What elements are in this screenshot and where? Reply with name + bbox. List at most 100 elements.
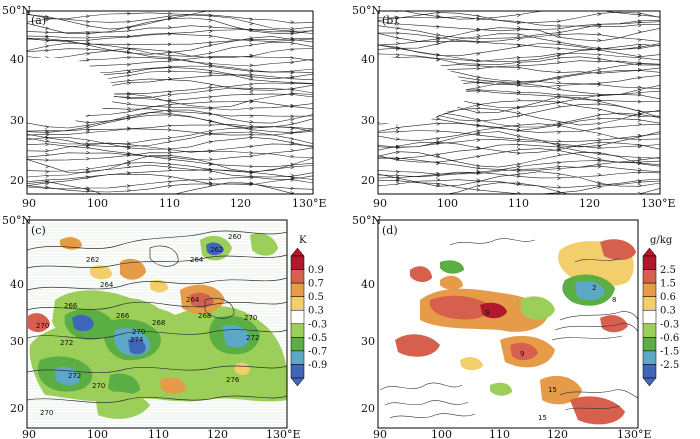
streamline-arrow xyxy=(290,31,295,36)
streamline-arrow xyxy=(208,86,213,90)
streamline-arrow xyxy=(290,186,295,191)
lon-tick: 100 xyxy=(87,197,108,210)
streamline-arrow xyxy=(436,117,441,121)
panel-d-colorbar: g/kg 2.5 1.5 0.6 0.3 -0.3 -0.6 -1.5 -2.5 xyxy=(642,235,679,387)
streamline-arrow xyxy=(597,99,602,103)
streamline-arrow xyxy=(208,157,213,161)
streamline-arrow xyxy=(167,90,172,94)
panel-d-label: (d) xyxy=(382,224,398,237)
shade-region xyxy=(510,342,538,361)
streamline-arrow xyxy=(208,168,213,172)
streamline-arrow xyxy=(249,54,254,58)
streamline-arrow xyxy=(45,142,50,147)
colorbar-extend-max xyxy=(642,247,657,257)
contour-label: 276 xyxy=(226,376,240,384)
lat-tick: 30 xyxy=(10,114,24,127)
streamline-arrow xyxy=(167,54,172,58)
lat-tick: 50°N xyxy=(2,214,31,227)
streamline-arrow xyxy=(167,147,172,151)
streamline-arrow xyxy=(557,152,561,157)
streamline-arrow xyxy=(167,165,172,169)
streamline-arrow xyxy=(208,29,213,34)
panel-a-streamlines xyxy=(27,11,313,201)
streamline-arrow xyxy=(45,139,50,143)
streamline-arrow xyxy=(126,73,131,78)
colorbar-tick-label: -0.5 xyxy=(308,333,327,344)
streamline-arrow xyxy=(436,129,441,133)
streamline-arrow xyxy=(637,167,642,172)
streamline-arrow xyxy=(126,114,131,118)
streamline-arrow xyxy=(208,73,213,77)
streamline-arrow xyxy=(597,38,602,42)
streamline-arrow xyxy=(557,167,561,171)
streamline-arrow xyxy=(167,139,172,144)
streamline-arrow xyxy=(290,117,295,122)
streamline-arrow xyxy=(476,103,481,107)
streamline-arrow xyxy=(476,52,481,56)
colorbar-segment xyxy=(642,255,657,270)
streamline-arrow xyxy=(516,79,521,84)
streamline-arrow xyxy=(436,154,441,159)
colorbar-segment xyxy=(642,309,657,325)
contour-label: 264 xyxy=(190,256,204,264)
streamline-arrow xyxy=(290,37,295,41)
streamline-arrow xyxy=(637,133,642,138)
shade-region xyxy=(600,315,628,333)
streamline-arrow xyxy=(249,73,254,77)
streamline-arrow xyxy=(557,139,561,143)
streamline-arrow xyxy=(208,64,213,69)
streamline-arrow xyxy=(167,25,172,29)
streamline-arrow xyxy=(516,66,521,71)
colorbar-tick-label: 0.5 xyxy=(308,292,324,303)
streamline-arrow xyxy=(476,146,481,150)
streamline-arrow xyxy=(86,20,90,24)
panel-a: (a) 20 30 40 50°N 90 100 110 120 130°E xyxy=(2,4,327,210)
streamline-arrow xyxy=(208,55,213,60)
streamline-arrow xyxy=(167,103,172,107)
streamline-arrow xyxy=(637,20,642,25)
colorbar-extend-min xyxy=(290,377,305,387)
streamline-arrow xyxy=(249,125,254,130)
streamline-arrow xyxy=(126,47,131,51)
streamline-arrow xyxy=(597,145,602,150)
streamline-arrow xyxy=(249,36,254,40)
streamline-arrow xyxy=(167,184,172,188)
streamline-arrow xyxy=(516,55,521,60)
shade-region xyxy=(72,314,94,332)
contour-label: 8 xyxy=(612,296,616,304)
streamline-arrow xyxy=(208,69,213,74)
lon-tick: 110 xyxy=(148,428,169,439)
streamline-arrow xyxy=(637,143,642,148)
streamline-arrow xyxy=(516,82,521,86)
streamline-arrow xyxy=(476,188,481,192)
panel-c-label: (c) xyxy=(31,224,46,237)
contour-label: 274 xyxy=(130,336,144,344)
streamline-arrow xyxy=(86,31,90,35)
streamline-arrow xyxy=(167,99,172,104)
streamline-arrow xyxy=(436,14,441,18)
streamline-arrow xyxy=(476,40,481,44)
streamline-arrow xyxy=(126,91,131,96)
streamline-arrow xyxy=(86,145,90,150)
streamline-arrow xyxy=(597,121,602,126)
streamline-arrow xyxy=(290,148,295,153)
streamline-arrow xyxy=(126,55,131,60)
streamline-arrow xyxy=(208,18,213,22)
streamline-arrow xyxy=(167,11,172,16)
contour-label: 268 xyxy=(152,319,165,327)
streamline-arrow xyxy=(395,21,400,26)
streamline-arrow xyxy=(637,122,642,126)
streamline-arrow xyxy=(167,93,172,98)
contour-label: 264 xyxy=(100,281,114,289)
streamline-arrow xyxy=(557,46,561,51)
lat-tick: 20 xyxy=(361,174,375,187)
streamline-arrow xyxy=(516,167,521,172)
lon-tick: 100 xyxy=(87,428,108,439)
streamline-arrow xyxy=(249,120,254,124)
streamline-arrow xyxy=(476,178,481,182)
streamline-arrow xyxy=(86,58,90,62)
colorbar-segment xyxy=(290,337,305,352)
streamline-arrow xyxy=(127,198,130,201)
streamline-arrow xyxy=(557,172,561,177)
